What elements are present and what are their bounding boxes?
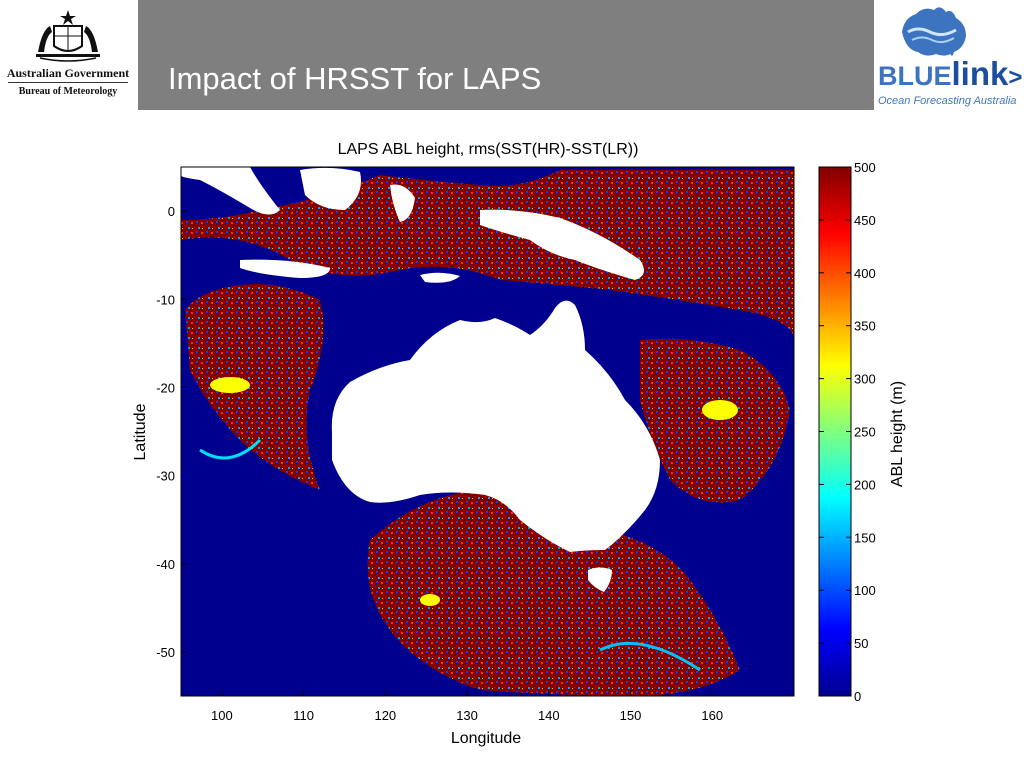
australian-government-logo: Australian Government Bureau of Meteorol… — [0, 0, 136, 108]
colorbar-label: ABL height (m) — [889, 381, 906, 487]
bluelink-arrow: > — [1008, 64, 1023, 91]
abl-height-chart: LAPS ABL height, rms(SST(HR)-SST(LR)) — [132, 141, 906, 747]
colorbar-tick-label: 0 — [854, 689, 861, 704]
bluelink-link-text: link — [951, 55, 1009, 92]
x-tick-label: 130 — [456, 708, 478, 723]
land-australia — [331, 300, 660, 552]
bluelink-logo: BLUElink> Ocean Forecasting Australia — [876, 0, 1024, 110]
x-tick-label: 160 — [701, 708, 723, 723]
y-axis: 0 -10 -20 -30 -40 -50 — [156, 204, 187, 660]
gov-name: Australian Government — [6, 66, 130, 80]
colorbar-tick-label: 250 — [854, 425, 876, 440]
colorbar-tick-label: 150 — [854, 530, 876, 545]
y-tick-label: -40 — [156, 557, 175, 572]
land-tasmania — [588, 567, 612, 592]
cyan-filament-south — [599, 641, 701, 672]
bluelink-wordmark: BLUElink> — [878, 55, 1022, 93]
y-tick-label: -50 — [156, 645, 175, 660]
y-tick-label: -30 — [156, 469, 175, 484]
x-axis: 100 110 120 130 140 150 160 — [211, 690, 723, 723]
yellow-patch-south — [420, 594, 440, 606]
land-borneo — [300, 167, 361, 210]
bluelink-tagline: Ocean Forecasting Australia — [878, 95, 1017, 107]
x-tick-label: 120 — [374, 708, 396, 723]
coat-of-arms-icon — [36, 10, 100, 62]
land-timor — [420, 272, 460, 283]
y-tick-label: 0 — [168, 204, 175, 219]
heatmap-plot-area — [180, 166, 795, 697]
land-sulawesi — [390, 184, 415, 222]
colorbar-tick-label: 300 — [854, 372, 876, 387]
land-mask — [181, 167, 660, 592]
bureau-name: Bureau of Meteorology — [18, 86, 118, 97]
x-tick-label: 110 — [293, 708, 314, 723]
x-tick-label: 140 — [538, 708, 560, 723]
colorbar-tick-label: 400 — [854, 266, 876, 281]
colorbar-tick-label: 100 — [854, 583, 876, 598]
x-axis-label: Longitude — [451, 730, 521, 747]
gov-divider — [8, 82, 128, 83]
title-bar: Impact of HRSST for LAPS — [138, 0, 874, 110]
y-axis-label: Latitude — [132, 403, 149, 460]
slide-title: Impact of HRSST for LAPS — [168, 61, 542, 96]
cyan-filament — [199, 438, 262, 460]
colorbar-tick-label: 450 — [854, 213, 876, 228]
x-tick-label: 150 — [620, 708, 642, 723]
bluelink-blue-text: BLUE — [878, 61, 952, 91]
chart-title: LAPS ABL height, rms(SST(HR)-SST(LR)) — [338, 141, 639, 158]
y-tick-label: -20 — [156, 380, 175, 395]
yellow-patch-coral-sea — [702, 400, 738, 420]
land-java — [240, 259, 330, 278]
land-sumatra-malaya — [181, 167, 280, 215]
australia-wave-map-icon — [902, 7, 966, 56]
colorbar-tick-label: 200 — [854, 477, 876, 492]
high-value-region-coral-sea — [640, 338, 790, 503]
y-tick-label: -10 — [156, 292, 175, 307]
land-new-guinea — [480, 209, 644, 280]
high-value-region-west — [185, 284, 324, 490]
slide-header: Australian Government Bureau of Meteorol… — [0, 0, 1024, 110]
colorbar-tick-label: 350 — [854, 319, 876, 334]
heatmap-field — [181, 167, 794, 696]
yellow-patch-west — [210, 377, 250, 393]
colorbar-tick-label: 500 — [854, 160, 876, 175]
high-value-region-north — [181, 170, 794, 340]
colorbar-tick-label: 50 — [854, 636, 868, 651]
colorbar-gradient — [818, 166, 852, 697]
plot-frame — [180, 166, 795, 697]
x-tick-label: 100 — [211, 708, 233, 723]
